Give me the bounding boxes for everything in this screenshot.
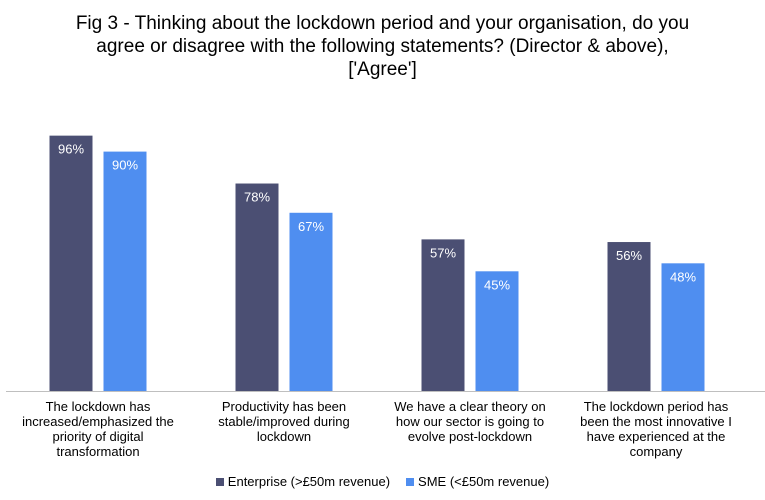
legend-item-enterprise: Enterprise (>£50m revenue)	[215, 474, 391, 489]
category-label-2: Productivity has been stable/improved du…	[218, 399, 350, 444]
data-label-s2-c4: 48%	[670, 269, 696, 284]
data-label-s1-c3: 57%	[430, 245, 456, 260]
data-label-s2-c3: 45%	[484, 277, 510, 292]
legend-label-enterprise: Enterprise (>£50m revenue)	[227, 474, 391, 489]
data-label-s1-c4: 56%	[616, 248, 642, 263]
category-label-4: The lockdown period has been the most in…	[580, 399, 732, 459]
bar-s2-c3	[475, 271, 519, 391]
bar-s2-c2	[289, 212, 333, 391]
chart-title: Fig 3 - Thinking about the lockdown peri…	[75, 13, 690, 80]
data-label-s2-c1: 90%	[112, 158, 138, 173]
bar-s1-c2	[235, 183, 279, 391]
legend-swatch-enterprise	[215, 477, 224, 486]
data-label-s1-c2: 78%	[244, 190, 270, 205]
legend: Enterprise (>£50m revenue) SME (<£50m re…	[0, 474, 765, 489]
data-label-s2-c2: 67%	[298, 219, 324, 234]
bar-s2-c4	[661, 263, 705, 391]
legend-swatch-sme	[406, 477, 415, 486]
bar-s2-c1	[103, 151, 147, 391]
bar-s1-c4	[607, 242, 651, 391]
category-label-3: We have a clear theory on how our sector…	[394, 399, 546, 444]
legend-item-sme: SME (<£50m revenue)	[406, 474, 549, 489]
data-label-s1-c1: 96%	[58, 142, 84, 157]
legend-label-sme: SME (<£50m revenue)	[418, 474, 550, 489]
bar-s1-c3	[421, 239, 465, 391]
category-label-1: The lockdown has increased/emphasized th…	[22, 399, 174, 459]
bar-s1-c1	[49, 135, 93, 391]
